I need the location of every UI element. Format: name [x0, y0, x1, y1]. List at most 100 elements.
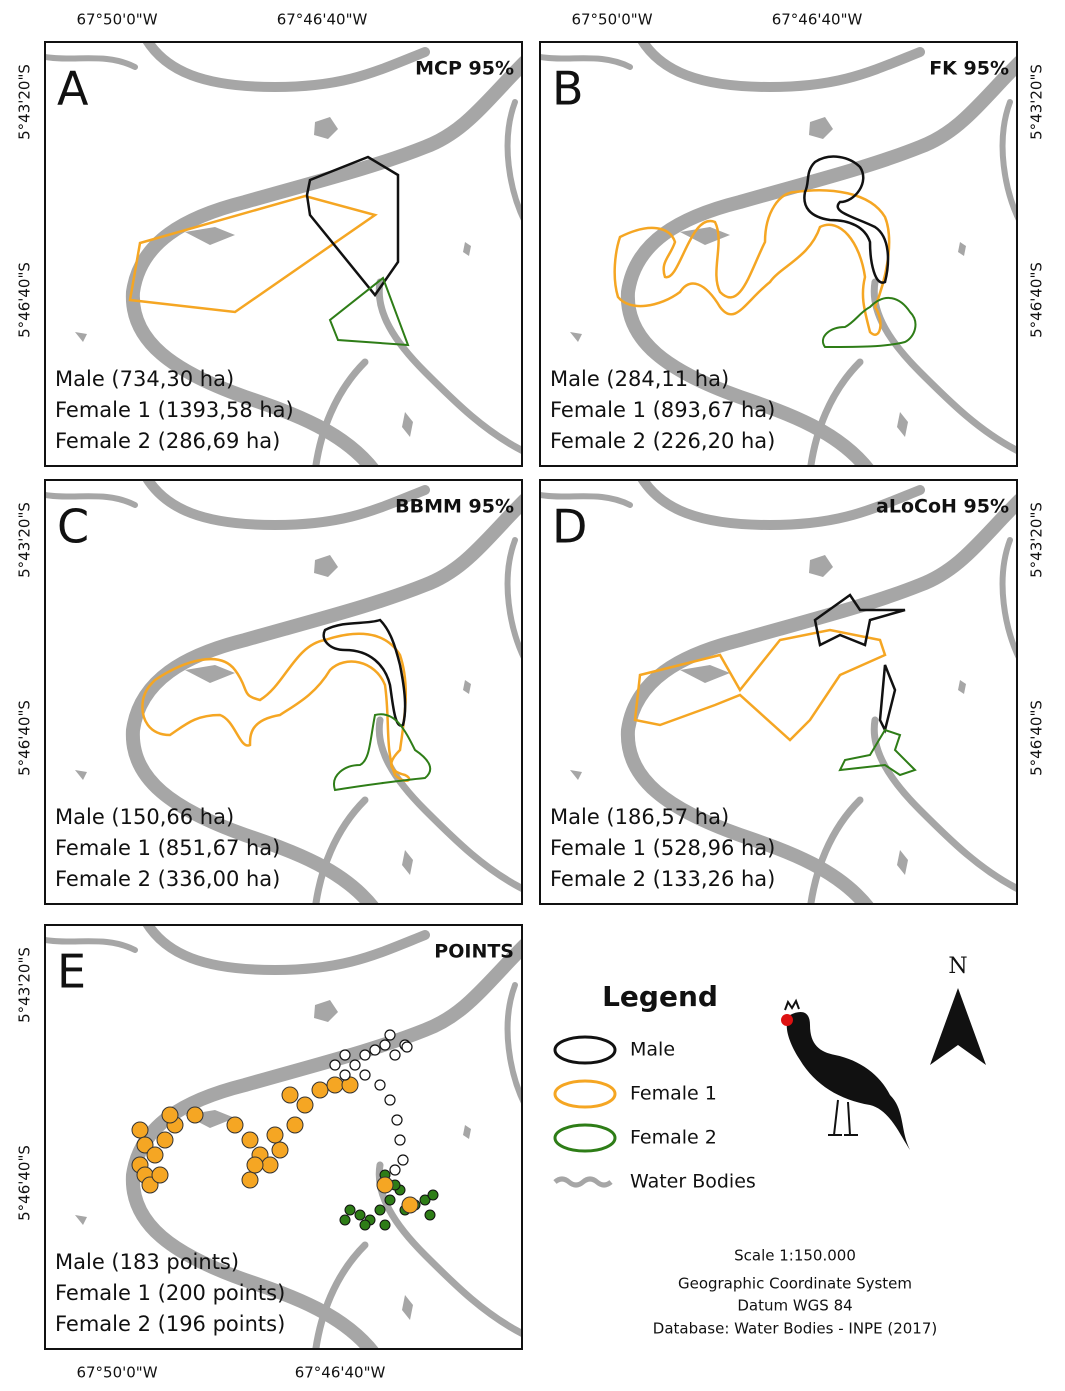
panel-letter: C — [57, 500, 89, 554]
method-title: FK 95% — [929, 58, 1009, 80]
male-point — [360, 1070, 370, 1080]
male-point — [350, 1060, 360, 1070]
area-label: Male (284,11 ha) — [550, 367, 729, 391]
longitude-label: 67°50'0"W — [76, 1364, 157, 1382]
female2-point — [355, 1210, 365, 1220]
area-label: Male (734,30 ha) — [55, 367, 234, 391]
female1-range — [615, 190, 889, 334]
scale-note: Scale 1:150.000 — [734, 1247, 856, 1265]
female1-point — [327, 1077, 343, 1093]
female2-point — [360, 1220, 370, 1230]
female2-point — [340, 1215, 350, 1225]
panel-letter: E — [57, 945, 86, 999]
longitude-label: 67°50'0"W — [76, 11, 157, 29]
area-label: Male (150,66 ha) — [55, 805, 234, 829]
map-panel: EPOINTSMale (183 points)Female 1 (200 po… — [16, 920, 526, 1382]
latitude-label: 5°46'40"S — [16, 1145, 34, 1221]
method-title: POINTS — [434, 941, 514, 963]
latitude-label: 5°43'20"S — [16, 502, 34, 578]
female1-point — [272, 1142, 288, 1158]
area-label: Male (186,57 ha) — [550, 805, 729, 829]
latitude-label: 5°46'40"S — [1028, 262, 1046, 338]
legend-item: Female 1 — [630, 1083, 717, 1105]
area-label: Female 2 (196 points) — [55, 1312, 285, 1336]
male-point — [360, 1050, 370, 1060]
female2-point — [428, 1190, 438, 1200]
panel-letter: A — [57, 62, 89, 116]
method-title: aLoCoH 95% — [876, 496, 1009, 518]
latitude-label: 5°43'20"S — [16, 947, 34, 1023]
female2-range — [823, 298, 915, 347]
panel-letter: B — [552, 62, 584, 116]
map-panel: B FK 95% Male (284,11 ha) Female 1 (893,67 … — [540, 11, 1046, 473]
north-arrow: N — [930, 954, 986, 1065]
legend-swatch — [555, 1179, 611, 1185]
female1-point — [132, 1122, 148, 1138]
female1-point — [247, 1157, 263, 1173]
legend-title: Legend — [602, 980, 718, 1013]
male-point — [390, 1050, 400, 1060]
female2-point — [380, 1220, 390, 1230]
latitude-label: 5°46'40"S — [16, 700, 34, 776]
legend-swatch — [555, 1125, 615, 1151]
latitude-label: 5°43'20"S — [1028, 64, 1046, 140]
notes: Scale 1:150.000 Geographic Coordinate Sy… — [653, 1247, 937, 1338]
area-label: Female 2 (226,20 ha) — [550, 429, 775, 453]
female1-point — [242, 1132, 258, 1148]
female1-point — [312, 1082, 328, 1098]
legend-item: Water Bodies — [630, 1171, 756, 1193]
legend-swatch — [555, 1037, 615, 1063]
female1-point — [287, 1117, 303, 1133]
male-point — [402, 1042, 412, 1052]
female1-point — [242, 1172, 258, 1188]
figure: AMCP 95%Male (734,30 ha)Female 1 (1393,5… — [0, 0, 1065, 1387]
area-label: Female 2 (336,00 ha) — [55, 867, 280, 891]
female2-point — [375, 1205, 385, 1215]
longitude-label: 67°50'0"W — [571, 11, 652, 29]
female1-range — [130, 196, 375, 312]
male-point — [390, 1165, 400, 1175]
female1-point — [297, 1097, 313, 1113]
area-label: Female 1 (528,96 ha) — [550, 836, 775, 860]
female1-point — [262, 1157, 278, 1173]
male-point — [398, 1155, 408, 1165]
female1-point — [227, 1117, 243, 1133]
female1-point — [162, 1107, 178, 1123]
male-point — [330, 1060, 340, 1070]
female2-point — [345, 1205, 355, 1215]
method-title: BBMM 95% — [395, 496, 514, 518]
male-point — [375, 1080, 385, 1090]
female1-range — [635, 630, 885, 740]
latitude-label: 5°46'40"S — [16, 262, 34, 338]
note: Datum WGS 84 — [737, 1297, 852, 1315]
north-label: N — [948, 954, 967, 979]
area-label: Female 2 (286,69 ha) — [55, 429, 280, 453]
male-point — [395, 1135, 405, 1145]
area-label: Female 2 (133,26 ha) — [550, 867, 775, 891]
male-point — [385, 1095, 395, 1105]
area-label: Female 1 (893,67 ha) — [550, 398, 775, 422]
area-label: Female 1 (200 points) — [55, 1281, 285, 1305]
female1-point — [187, 1107, 203, 1123]
map-panel: DaLoCoH 95% Male (186,57 ha) Female 1 (528… — [540, 475, 1046, 910]
female1-point — [267, 1127, 283, 1143]
female1-point — [152, 1167, 168, 1183]
female2-point — [425, 1210, 435, 1220]
male-point — [392, 1115, 402, 1125]
longitude-label: 67°46'40"W — [295, 1364, 386, 1382]
longitude-label: 67°46'40"W — [772, 11, 863, 29]
longitude-label: 67°46'40"W — [277, 11, 368, 29]
legend-swatch — [555, 1081, 615, 1107]
female1-point — [157, 1132, 173, 1148]
male-point — [340, 1070, 350, 1080]
note: Database: Water Bodies - INPE (2017) — [653, 1320, 937, 1338]
latitude-label: 5°43'20"S — [16, 64, 34, 140]
latitude-label: 5°43'20"S — [1028, 502, 1046, 578]
female1-point — [377, 1177, 393, 1193]
panel-letter: D — [552, 500, 587, 554]
area-label: Female 1 (1393,58 ha) — [55, 398, 294, 422]
female2-point — [385, 1195, 395, 1205]
male-point — [340, 1050, 350, 1060]
